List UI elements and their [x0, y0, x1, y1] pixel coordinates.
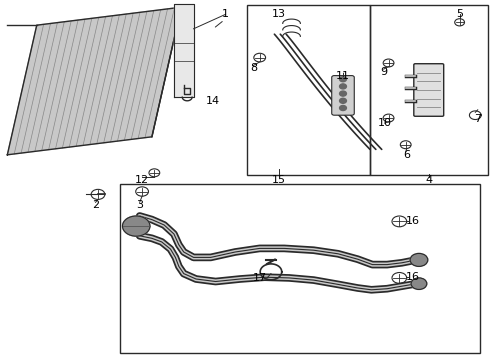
FancyBboxPatch shape	[414, 64, 444, 116]
Text: 15: 15	[272, 175, 286, 185]
Circle shape	[340, 105, 346, 111]
Text: 8: 8	[250, 63, 257, 73]
Text: 5: 5	[456, 9, 463, 19]
Text: 10: 10	[378, 118, 392, 128]
Circle shape	[340, 77, 346, 82]
Circle shape	[410, 253, 428, 266]
Text: 7: 7	[474, 114, 481, 124]
Text: 13: 13	[272, 9, 286, 19]
Text: 16: 16	[406, 216, 420, 226]
Text: 12: 12	[135, 175, 149, 185]
Bar	[120, 184, 480, 353]
Text: 14: 14	[206, 96, 220, 106]
Circle shape	[411, 278, 427, 289]
Circle shape	[340, 84, 346, 89]
Text: 6: 6	[403, 150, 410, 160]
Bar	[370, 5, 488, 175]
Text: 11: 11	[336, 71, 350, 81]
Polygon shape	[7, 7, 181, 155]
Circle shape	[122, 216, 150, 236]
Text: 4: 4	[425, 175, 432, 185]
Text: 17: 17	[253, 273, 267, 283]
Circle shape	[340, 98, 346, 103]
Bar	[247, 5, 370, 175]
Text: 1: 1	[222, 9, 229, 19]
Text: 9: 9	[380, 67, 387, 77]
Text: 3: 3	[136, 200, 143, 210]
Text: 2: 2	[92, 200, 99, 210]
Text: 16: 16	[406, 272, 420, 282]
FancyBboxPatch shape	[332, 76, 354, 115]
Polygon shape	[174, 4, 194, 97]
Circle shape	[340, 91, 346, 96]
